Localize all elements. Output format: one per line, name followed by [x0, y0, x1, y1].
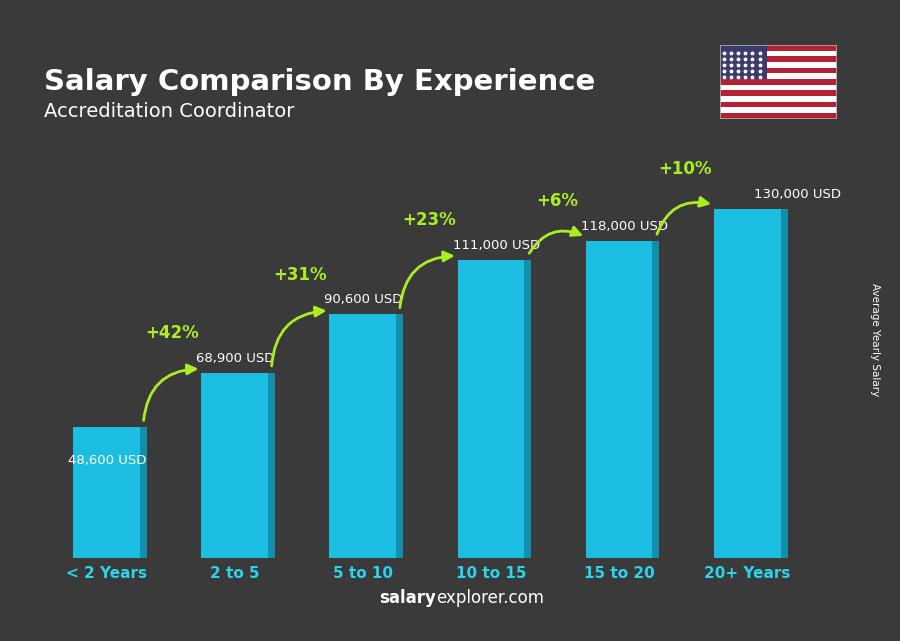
Polygon shape: [525, 260, 531, 558]
Bar: [202, 372, 268, 558]
Text: Accreditation Coordinator: Accreditation Coordinator: [44, 103, 294, 121]
Text: 130,000 USD: 130,000 USD: [753, 188, 841, 201]
Bar: [586, 241, 652, 558]
Polygon shape: [780, 209, 788, 558]
Text: +10%: +10%: [658, 160, 712, 178]
Text: explorer.com: explorer.com: [436, 589, 544, 607]
Bar: [73, 427, 140, 558]
Bar: [714, 209, 780, 558]
Bar: [720, 56, 837, 62]
Bar: [720, 90, 837, 96]
Text: +6%: +6%: [536, 192, 578, 210]
Text: +31%: +31%: [274, 265, 328, 283]
Text: Average Yearly Salary: Average Yearly Salary: [869, 283, 880, 396]
Bar: [720, 45, 837, 51]
Bar: [720, 85, 837, 90]
Text: +23%: +23%: [401, 211, 455, 229]
Bar: [329, 315, 396, 558]
Text: salary: salary: [380, 589, 436, 607]
Text: Salary Comparison By Experience: Salary Comparison By Experience: [44, 68, 595, 96]
Text: 118,000 USD: 118,000 USD: [580, 220, 668, 233]
Text: 68,900 USD: 68,900 USD: [196, 352, 274, 365]
Bar: [720, 73, 837, 79]
Text: 90,600 USD: 90,600 USD: [324, 294, 402, 306]
Text: +42%: +42%: [146, 324, 199, 342]
Polygon shape: [140, 427, 147, 558]
Bar: [720, 45, 767, 79]
Polygon shape: [268, 372, 275, 558]
Bar: [720, 51, 837, 56]
Bar: [720, 62, 837, 67]
Text: 111,000 USD: 111,000 USD: [453, 238, 540, 252]
Bar: [720, 107, 837, 113]
Bar: [720, 79, 837, 85]
Bar: [720, 101, 837, 107]
Text: 48,600 USD: 48,600 USD: [68, 454, 147, 467]
Bar: [720, 67, 837, 73]
Bar: [720, 96, 837, 101]
Bar: [457, 260, 525, 558]
Bar: [720, 113, 837, 119]
Polygon shape: [652, 241, 660, 558]
Polygon shape: [396, 315, 403, 558]
